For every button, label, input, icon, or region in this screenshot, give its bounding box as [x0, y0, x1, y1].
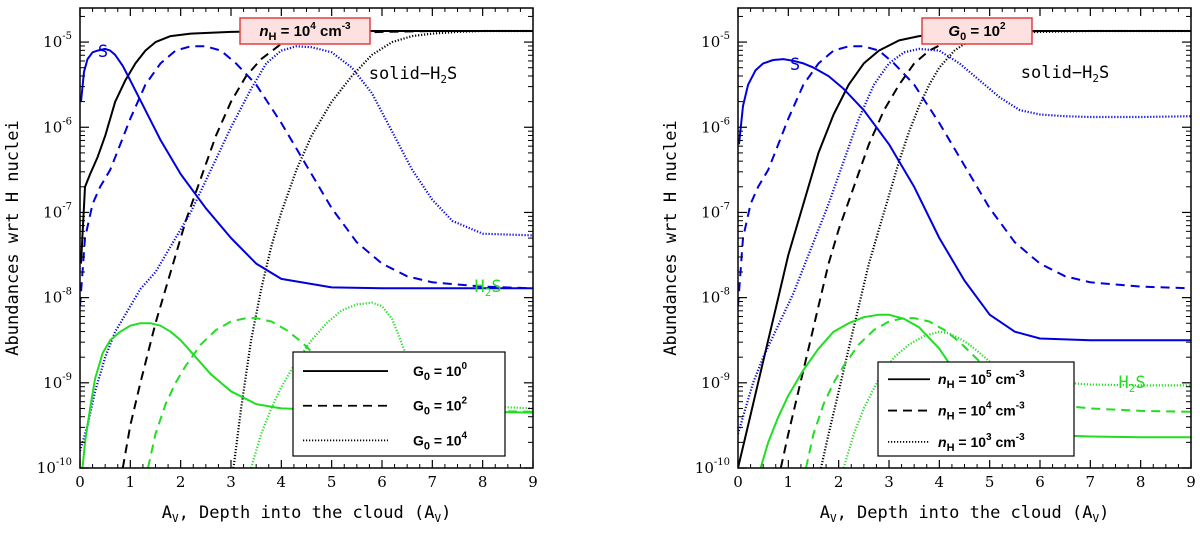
x-tick-label: 7	[428, 473, 438, 491]
y-tick-label: 10-5	[701, 31, 730, 51]
x-tick-label: 1	[784, 473, 794, 491]
series-line-4: S nH=10^5	[738, 58, 1191, 342]
y-tick-label: 10-10	[695, 457, 730, 477]
x-tick-label: 6	[1035, 473, 1045, 491]
x-tick-label: 9	[1186, 473, 1196, 491]
x-tick-label: 2	[176, 473, 186, 491]
x-tick-label: 9	[528, 473, 538, 491]
y-tick-label: 10-8	[701, 287, 730, 307]
y-axis-label: Abundances wrt H nuclei	[3, 120, 23, 355]
y-tick-label: 10-10	[37, 457, 72, 477]
series-line-5: S G0=10^2	[80, 45, 533, 307]
x-axis-label: AV, Depth into the cloud (AV)AV, Depth i…	[820, 503, 1110, 525]
legend-label: nH = 104 cm-3	[938, 401, 1025, 423]
y-tick-label: 10-8	[43, 287, 72, 307]
chart-panel-2: solid-H2S nH=10^5solid-H2S nH=10^4solid-…	[661, 7, 1196, 525]
chart-panel-1: solid-H2S G0=10^0solid-H2S G0=10^2solid-…	[3, 7, 538, 525]
x-tick-label: 5	[327, 473, 337, 491]
legend-label: nH = 103 cm-3	[938, 432, 1025, 454]
series-line-2: solid-H2S nH=10^4	[779, 30, 1191, 468]
x-axis-label: AV, Depth into the cloud (AV)AV, Depth i…	[162, 503, 452, 525]
x-tick-label: 4	[935, 473, 945, 491]
x-tick-label: 4	[277, 473, 287, 491]
title-badge	[239, 17, 371, 45]
chart-title: G0 = 102	[948, 21, 1006, 43]
y-tick-label: 10-5	[43, 31, 72, 51]
annotation-H2S: H2S	[1118, 373, 1145, 395]
y-tick-label: 10-9	[43, 372, 72, 392]
legend-box	[292, 351, 506, 457]
chart-title: nH = 104 cm-3	[259, 21, 351, 43]
series-line-5: S nH=10^4	[738, 45, 1191, 307]
legend-label: G0 = 100	[413, 361, 468, 383]
x-tick-label: 0	[75, 473, 85, 491]
legend-box	[877, 361, 1075, 457]
annotation-S: S	[790, 55, 800, 75]
legend-label: G0 = 102	[413, 396, 468, 418]
series-line-4: S G0=10^0	[80, 47, 533, 290]
x-tick-label: 6	[377, 473, 387, 491]
x-tick-label: 3	[884, 473, 894, 491]
series-line-8: H2S nH=10^4	[805, 317, 1191, 468]
y-tick-label: 10-7	[701, 201, 730, 221]
title-badge	[921, 17, 1033, 45]
series-line-8: H2S G0=10^2	[147, 317, 533, 468]
annotation-H2S: H2S	[474, 277, 501, 299]
annotation-S: S	[98, 42, 108, 62]
series-line-6: S nH=10^3	[738, 47, 1191, 435]
y-tick-label: 10-6	[701, 116, 730, 136]
x-tick-label: 8	[478, 473, 488, 491]
series-line-2: solid-H2S G0=10^2	[121, 30, 533, 468]
annotation-solid-H2S: solid−H2S	[369, 64, 458, 86]
y-tick-label: 10-6	[43, 116, 72, 136]
x-tick-label: 1	[126, 473, 136, 491]
x-tick-label: 5	[985, 473, 995, 491]
x-tick-label: 2	[834, 473, 844, 491]
x-tick-label: 0	[733, 473, 743, 491]
y-tick-label: 10-9	[701, 372, 730, 392]
x-tick-label: 3	[226, 473, 236, 491]
annotation-solid-H2S: solid−H2S	[1021, 63, 1110, 85]
x-tick-label: 7	[1086, 473, 1096, 491]
y-axis-label: Abundances wrt H nuclei	[661, 120, 681, 355]
y-tick-label: 10-7	[43, 201, 72, 221]
legend-label: nH = 105 cm-3	[938, 369, 1025, 391]
x-tick-label: 8	[1136, 473, 1146, 491]
legend-label: G0 = 104	[413, 430, 468, 452]
